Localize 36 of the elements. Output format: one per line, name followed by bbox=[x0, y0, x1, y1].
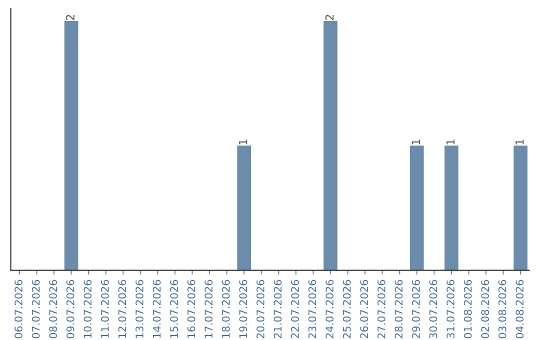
x-tick-label: 03.08.2026 bbox=[498, 280, 506, 338]
x-tick-label: 06.07.2026 bbox=[14, 280, 22, 338]
x-tick-label: 19.07.2026 bbox=[239, 280, 248, 338]
x-tick-label: 01.08.2026 bbox=[464, 280, 472, 338]
x-tick-label: 24.07.2026 bbox=[326, 280, 334, 338]
x-tick-label: 30.07.2026 bbox=[429, 280, 438, 338]
x-tick-label: 07.07.2026 bbox=[32, 280, 40, 338]
x-tick-label: 02.08.2026 bbox=[481, 280, 490, 338]
x-tick-label: 27.07.2026 bbox=[377, 280, 386, 338]
data-label: 2 bbox=[325, 15, 334, 20]
data-label: 1 bbox=[412, 140, 420, 144]
x-tick-label: 23.07.2026 bbox=[308, 280, 316, 338]
x-tick-label: 20.07.2026 bbox=[256, 280, 264, 338]
x-tick-label: 17.07.2026 bbox=[204, 280, 213, 338]
x-tick-label: 11.07.2026 bbox=[100, 280, 109, 338]
x-tick-label: 22.07.2026 bbox=[291, 280, 299, 338]
x-tick-label: 28.07.2026 bbox=[394, 280, 403, 338]
data-label: 1 bbox=[516, 140, 524, 144]
x-tick-label: 10.07.2026 bbox=[84, 280, 92, 338]
x-tick-label: 29.07.2026 bbox=[412, 280, 420, 338]
x-tick-label: 04.08.2026 bbox=[516, 280, 524, 338]
data-label: 2 bbox=[66, 15, 74, 20]
x-tick-label: 13.07.2026 bbox=[136, 280, 144, 338]
x-tick-label: 21.07.2026 bbox=[274, 280, 282, 338]
data-label: 1 bbox=[446, 140, 455, 144]
x-tick-label: 12.07.2026 bbox=[118, 280, 126, 338]
x-tick-label: 16.07.2026 bbox=[187, 280, 196, 338]
x-tick-label: 31.07.2026 bbox=[446, 280, 454, 338]
x-tick-label: 09.07.2026 bbox=[66, 280, 74, 338]
x-tick-label: 08.07.2026 bbox=[49, 280, 58, 338]
data-label: 1 bbox=[239, 140, 248, 144]
x-tick-label: 14.07.2026 bbox=[152, 280, 161, 338]
x-tick-label: 25.07.2026 bbox=[342, 280, 351, 338]
x-tick-label: 26.07.2026 bbox=[360, 280, 368, 338]
x-tick-label: 15.07.2026 bbox=[170, 280, 178, 338]
x-tick-label: 18.07.2026 bbox=[222, 280, 230, 338]
